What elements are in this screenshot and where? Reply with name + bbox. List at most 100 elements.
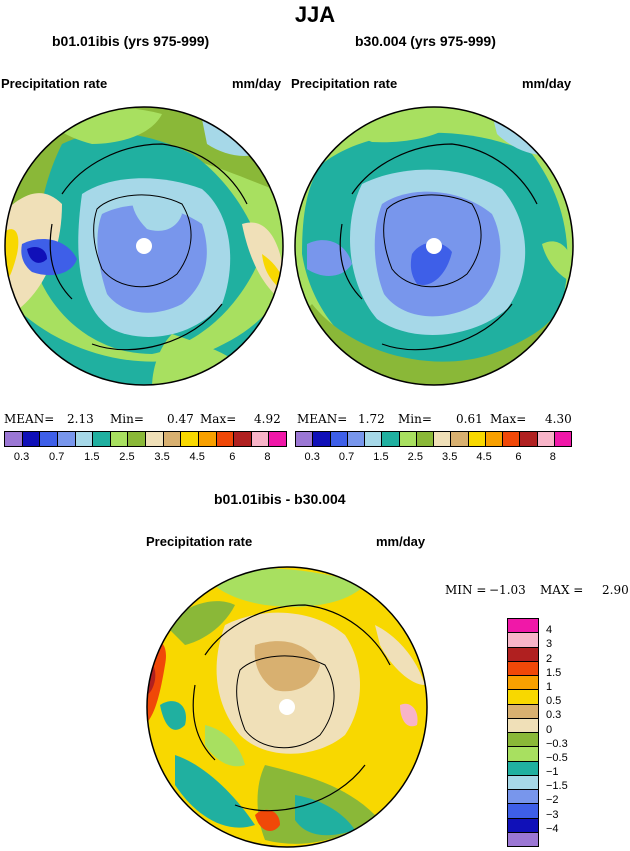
colorbar-swatch [128,432,146,446]
diff-max-label: MAX = [540,583,584,597]
colorbar-swatch [399,432,417,446]
diff-subtitle: b01.01ibis - b30.004 [214,491,346,507]
colorbar-tick-label: −4 [546,822,559,835]
colorbar-swatch [537,432,555,446]
colorbar-tick-label: 3.5 [154,451,170,463]
colorbar-tick-label: −0.5 [546,751,568,764]
colorbar-swatch [251,432,270,446]
colorbar-tick-label: 4.5 [189,451,205,463]
colorbar-swatch [5,432,23,446]
colorbar-swatch [508,676,538,691]
diff-colorbar [507,618,539,847]
diff-variable-label: Precipitation rate [146,534,253,549]
colorbar-swatch [347,432,365,446]
colorbar-tick-label: 1.5 [84,451,100,463]
panel2-units-label: mm/day [522,76,572,91]
colorbar-tick-label: 6 [515,451,522,463]
panel1-variable-label: Precipitation rate [1,76,108,91]
colorbar-tick-label: 1 [546,680,553,693]
colorbar-swatch [110,432,129,446]
colorbar-swatch [508,718,538,733]
diff-min-label: MIN = [445,583,487,597]
colorbar-swatch [313,432,331,446]
colorbar-swatch [416,432,434,446]
colorbar-tick-label: 8 [549,451,556,463]
colorbar-swatch [365,432,383,446]
colorbar-tick-label: 2 [546,652,553,665]
colorbar-tick-label: 6 [229,451,236,463]
colorbar-swatch [554,432,571,446]
figure-title: JJA [294,2,336,27]
colorbar-swatch [508,704,538,719]
colorbar-tick-label: 2.5 [407,451,423,463]
colorbar-swatch [163,432,182,446]
pole-marker-icon [136,238,152,254]
panel2-mean-label: MEAN= [297,412,348,426]
colorbar-tick-label: 8 [264,451,271,463]
panel2-mean-value: 1.72 [358,412,385,426]
colorbar-swatch [508,733,538,748]
panel2-max-value: 4.30 [545,412,572,426]
colorbar-tick-label: 0 [546,723,553,736]
colorbar-tick-label: 1.5 [546,666,562,679]
diff-min-value: −1.03 [489,583,526,597]
colorbar-tick-label: −0.3 [546,737,568,750]
colorbar-tick-label: 0.3 [546,709,562,722]
pole-marker-icon [426,238,442,254]
panel1-subtitle: b01.01ibis (yrs 975-999) [52,33,210,49]
colorbar-swatch [146,432,164,446]
panel2-max-label: Max= [490,412,527,426]
colorbar-swatch [22,432,41,446]
panel2-variable-label: Precipitation rate [291,76,398,91]
colorbar-tick-label: 0.3 [304,451,320,463]
panel1-min-label: Min= [110,412,144,426]
panel1-min-value: 0.47 [167,412,194,426]
colorbar-tick-label: 4.5 [476,451,492,463]
colorbar-tick-label: 1.5 [373,451,389,463]
colorbar-swatch [234,432,252,446]
colorbar-tick-label: 0.5 [546,695,562,708]
colorbar-swatch [40,432,58,446]
colorbar-swatch [508,761,538,776]
polar-map-b01 [4,106,284,386]
precip-colorbar-1 [4,431,287,447]
colorbar-swatch [508,804,538,819]
colorbar-swatch [434,432,452,446]
colorbar-swatch [508,633,538,648]
colorbar-swatch [181,432,199,446]
colorbar-tick-label: 3.5 [442,451,458,463]
colorbar-swatch [508,775,538,790]
panel2-min-value: 0.61 [456,412,483,426]
colorbar-tick-label: −2 [546,794,559,807]
colorbar-swatch [382,432,400,446]
diff-units-label: mm/day [376,534,426,549]
panel1-units-label: mm/day [232,76,282,91]
colorbar-tick-label: 0.3 [13,451,30,463]
polar-map-b30 [294,106,574,386]
panel1-mean-label: MEAN= [4,412,55,426]
colorbar-tick-label: −1 [546,766,559,779]
colorbar-swatch [330,432,348,446]
colorbar-swatch [508,690,538,705]
colorbar-swatch [520,432,538,446]
colorbar-swatch [216,432,235,446]
colorbar-swatch [508,790,538,805]
colorbar-swatch [296,432,314,446]
diff-max-value: 2.90 [602,583,629,597]
colorbar-swatch [503,432,521,446]
polar-map-difference [146,566,428,848]
panel2-min-label: Min= [398,412,432,426]
panel1-max-value: 4.92 [254,412,281,426]
colorbar-tick-label: 0.7 [338,451,355,463]
panel1-max-label: Max= [200,412,237,426]
colorbar-tick-label: 2.5 [119,451,135,463]
colorbar-tick-label: 4 [546,624,553,637]
panel1-mean-value: 2.13 [67,412,94,426]
colorbar-swatch [93,432,111,446]
colorbar-swatch [508,647,538,662]
colorbar-swatch [508,832,538,846]
colorbar-swatch [468,432,486,446]
colorbar-tick-label: 3 [546,638,553,651]
colorbar-swatch [508,619,538,634]
